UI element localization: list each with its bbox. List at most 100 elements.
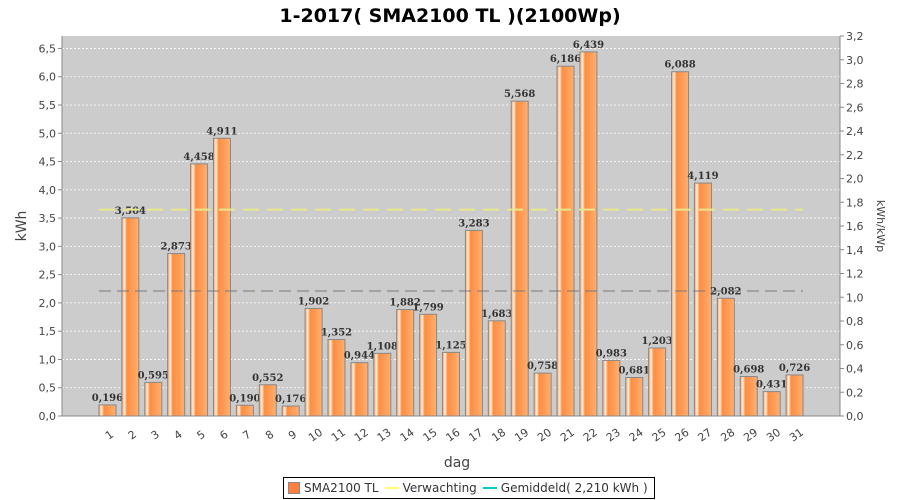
bar-value-label: 0,595 xyxy=(138,370,169,381)
bar-day-28 xyxy=(716,297,735,417)
x-tick-label: 20 xyxy=(535,426,554,445)
x-tick-label: 27 xyxy=(695,426,714,445)
bar-value-label: 3,283 xyxy=(458,218,489,229)
bar-value-label: 1,799 xyxy=(412,302,443,313)
y2-axis-label: kWh/kWp xyxy=(874,200,887,252)
y-tick-label: 4,5 xyxy=(39,156,57,169)
x-tick-label: 10 xyxy=(306,426,325,445)
y-tick-label: 1,5 xyxy=(39,325,57,338)
bar-day-20 xyxy=(533,372,552,417)
bar-day-11 xyxy=(327,339,346,417)
x-tick-label: 11 xyxy=(329,426,348,445)
y2-tick-label: 1,8 xyxy=(846,196,864,209)
x-tick-label: 15 xyxy=(421,426,440,445)
x-tick-label: 5 xyxy=(194,428,207,443)
y-tick-label: 4,0 xyxy=(39,184,57,197)
bar-value-label: 1,902 xyxy=(298,296,329,307)
y-tick-label: 5,5 xyxy=(39,99,57,112)
bar-value-label: 0,431 xyxy=(756,380,787,391)
bar-value-label: 6,186 xyxy=(550,54,581,65)
bar-day-15 xyxy=(419,313,438,417)
x-tick-label: 14 xyxy=(398,426,417,445)
x-tick-label: 16 xyxy=(444,426,463,445)
y2-tick-label: 0,2 xyxy=(846,386,864,399)
x-tick-label: 7 xyxy=(240,428,253,443)
x-tick-label: 31 xyxy=(787,426,806,445)
bar-day-13 xyxy=(373,352,392,417)
y-tick-label: 6,5 xyxy=(39,42,57,55)
bar-value-label: 6,088 xyxy=(664,60,695,71)
bar-value-label: 1,683 xyxy=(481,309,512,320)
y-tick-label: 2,0 xyxy=(39,297,57,310)
bar-day-29 xyxy=(739,376,758,417)
y2-tick-label: 2,6 xyxy=(846,101,864,114)
y2-tick-label: 2,4 xyxy=(846,125,864,138)
y-tick-label: 3,5 xyxy=(39,212,57,225)
bar-day-27 xyxy=(693,182,712,417)
bar-value-label: 4,119 xyxy=(687,171,718,182)
bar-value-label: 1,352 xyxy=(321,328,352,339)
x-tick-label: 9 xyxy=(286,428,299,443)
y2-tick-label: 0,8 xyxy=(846,315,864,328)
legend-swatch-verwachting xyxy=(384,487,399,489)
bar-day-26 xyxy=(671,71,690,417)
y2-tick-label: 3,0 xyxy=(846,54,864,67)
chart-title: 1-2017( SMA2100 TL )(2100Wp) xyxy=(279,5,620,27)
bar-day-9 xyxy=(281,405,300,417)
bar-day-8 xyxy=(258,384,277,417)
bar-day-14 xyxy=(396,309,415,417)
y-tick-label: 0,0 xyxy=(39,410,57,423)
x-tick-label: 2 xyxy=(126,428,139,443)
x-tick-label: 26 xyxy=(673,426,692,445)
y-tick-label: 6,0 xyxy=(39,71,57,84)
bar-value-label: 4,458 xyxy=(183,152,214,163)
y2-tick-label: 1,2 xyxy=(846,268,864,281)
y2-tick-label: 2,8 xyxy=(846,78,864,91)
legend-swatch-gemiddeld xyxy=(482,487,497,489)
bar-day-6 xyxy=(212,137,231,417)
bar-chart: 1-2017( SMA2100 TL )(2100Wp) dag kWh kWh… xyxy=(14,5,887,471)
bar-value-label: 0,726 xyxy=(779,363,810,374)
y2-tick-label: 2,0 xyxy=(846,173,864,186)
y-tick-label: 0,5 xyxy=(39,382,57,395)
bar-day-7 xyxy=(235,404,254,417)
x-tick-label: 13 xyxy=(375,426,394,445)
bar-value-label: 0,983 xyxy=(596,348,627,359)
bar-day-10 xyxy=(304,307,323,417)
bar-value-label: 0,190 xyxy=(229,393,260,404)
y2-tick-label: 0,0 xyxy=(846,410,864,423)
x-tick-label: 25 xyxy=(650,426,669,445)
bar-value-label: 3,504 xyxy=(115,206,146,217)
x-tick-label: 8 xyxy=(263,428,276,443)
bar-day-25 xyxy=(648,347,667,417)
y2-tick-label: 1,0 xyxy=(846,291,864,304)
bar-day-3 xyxy=(144,381,163,417)
bar-day-5 xyxy=(190,163,209,417)
bar-day-2 xyxy=(121,217,140,417)
x-tick-label: 30 xyxy=(764,426,783,445)
y-axis-label: kWh xyxy=(14,211,30,242)
legend-label: Verwachting xyxy=(402,481,477,495)
bar-value-label: 0,758 xyxy=(527,361,558,372)
y2-tick-label: 0,4 xyxy=(846,363,864,376)
x-tick-label: 6 xyxy=(217,428,230,443)
x-tick-label: 4 xyxy=(172,428,185,443)
x-tick-label: 17 xyxy=(466,426,485,445)
y2-tick-label: 2,2 xyxy=(846,149,864,162)
bar-value-label: 2,873 xyxy=(160,242,191,253)
bar-value-label: 2,082 xyxy=(710,286,741,297)
bar-value-label: 0,552 xyxy=(252,373,283,384)
bar-value-label: 6,439 xyxy=(573,40,604,51)
y-tick-label: 3,0 xyxy=(39,240,57,253)
bar-value-label: 1,125 xyxy=(435,340,466,351)
legend-swatch-sma2100 xyxy=(288,482,300,494)
bar-value-label: 4,911 xyxy=(206,126,237,137)
legend-label: Gemiddeld( 2,210 kWh ) xyxy=(500,481,648,495)
y-tick-label: 5,0 xyxy=(39,127,57,140)
bar-value-label: 1,203 xyxy=(641,336,672,347)
y-tick-label: 2,5 xyxy=(39,269,57,282)
bar-day-30 xyxy=(762,391,781,417)
legend-label: SMA2100 TL xyxy=(304,481,379,495)
bar-value-label: 5,568 xyxy=(504,89,535,100)
